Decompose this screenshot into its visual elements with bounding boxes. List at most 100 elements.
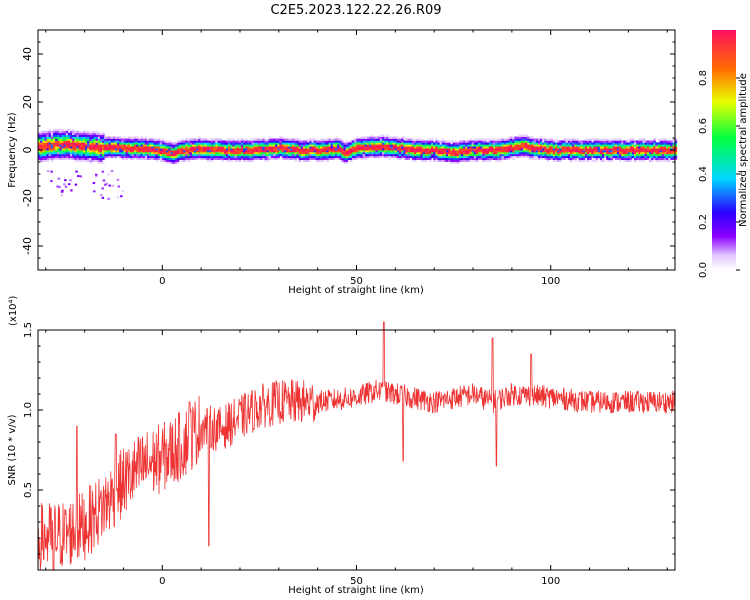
heatmap-cell	[465, 144, 468, 147]
heatmap-cell	[309, 140, 312, 143]
heatmap-cell	[597, 148, 601, 151]
heatmap-cell	[582, 151, 586, 155]
heatmap-cell	[67, 155, 71, 159]
heatmap-cell	[123, 138, 126, 141]
heatmap-cell	[208, 153, 212, 157]
heatmap-cell	[151, 138, 154, 141]
heatmap-cell	[159, 142, 163, 145]
heatmap-cell	[213, 157, 216, 160]
heatmap-cell	[362, 138, 366, 141]
heatmap-cell	[373, 146, 376, 149]
heatmap-cell	[204, 148, 208, 151]
heatmap-cell	[352, 144, 355, 147]
heatmap-cell	[102, 138, 105, 141]
heatmap-cell	[46, 138, 50, 141]
heatmap-cell	[202, 157, 206, 160]
heatmap-cell	[458, 148, 462, 151]
heatmap-cell	[277, 148, 280, 151]
heatmap-cell	[375, 151, 379, 155]
heatmap-cell	[324, 140, 327, 143]
heatmap-cell	[104, 155, 107, 159]
heatmap-cell	[339, 155, 342, 159]
heatmap-cell	[651, 150, 654, 153]
heatmap-cell	[275, 155, 278, 159]
heatmap-cell	[136, 157, 139, 160]
heatmap-cell	[146, 140, 150, 143]
heatmap-cell	[409, 150, 413, 153]
heatmap-cell	[70, 130, 73, 134]
heatmap-cell	[623, 150, 626, 153]
heatmap-cell	[97, 157, 101, 160]
heatmap-cell	[245, 150, 248, 153]
heatmap-cell	[439, 155, 443, 159]
heatmap-cell	[668, 138, 671, 141]
heatmap-cell	[522, 140, 526, 143]
heatmap-cell	[200, 150, 203, 153]
heatmap-cell	[640, 150, 643, 153]
heatmap-cell	[97, 142, 101, 145]
heatmap-cell	[631, 153, 635, 157]
heatmap-cell	[424, 144, 428, 147]
heatmap-cell	[67, 151, 71, 155]
heatmap-cell	[247, 150, 250, 153]
heatmap-cell	[243, 144, 246, 147]
heatmap-cell	[520, 153, 524, 157]
heatmap-cell	[366, 136, 370, 139]
heatmap-cell	[627, 150, 631, 153]
heatmap-cell	[469, 153, 473, 157]
heatmap-cell	[516, 146, 520, 149]
heatmap-cell	[38, 153, 41, 157]
heatmap-cell	[334, 140, 338, 143]
heatmap-cell	[99, 157, 103, 160]
heatmap-cell	[608, 151, 611, 155]
heatmap-cell	[390, 138, 394, 141]
heatmap-cell	[149, 146, 152, 149]
heatmap-cell	[82, 150, 86, 153]
heatmap-cell	[559, 159, 562, 162]
heatmap-cell	[191, 157, 195, 160]
heatmap-cell	[260, 155, 263, 159]
heatmap-cell	[82, 142, 86, 145]
heatmap-cell	[574, 150, 577, 153]
heatmap-cell	[123, 155, 126, 159]
heatmap-cell	[535, 155, 539, 159]
heatmap-cell	[181, 150, 184, 153]
heatmap-cell	[172, 144, 176, 147]
heatmap-cell	[311, 138, 314, 141]
heatmap-cell	[473, 155, 477, 159]
heatmap-cell	[328, 138, 332, 141]
heatmap-cell	[311, 155, 314, 159]
heatmap-cell	[448, 153, 451, 157]
heatmap-cell	[313, 153, 317, 157]
heatmap-cell	[168, 146, 171, 149]
heatmap-cell	[315, 150, 319, 153]
heatmap-cell	[456, 157, 460, 160]
heatmap-cell	[405, 151, 408, 155]
heatmap-cell	[467, 148, 470, 151]
heatmap-cell	[486, 153, 490, 157]
heatmap-cell	[38, 148, 41, 151]
heatmap-cell	[240, 157, 244, 160]
heatmap-cell	[565, 138, 569, 141]
heatmap-cell	[343, 146, 347, 149]
heatmap-cell	[657, 155, 661, 159]
heatmap-cell	[132, 144, 135, 147]
heatmap-cell	[473, 138, 477, 141]
heatmap-cell	[258, 140, 261, 143]
heatmap-cell	[112, 140, 116, 143]
heatmap-cell	[371, 144, 374, 147]
heatmap-cell	[578, 155, 582, 159]
heatmap-cell	[146, 144, 150, 147]
spectrogram-x-label: Height of straight line (km)	[288, 285, 424, 296]
heatmap-cell	[576, 150, 579, 153]
heatmap-cell	[561, 146, 564, 149]
heatmap-cell	[446, 146, 449, 149]
heatmap-cell	[499, 146, 502, 149]
heatmap-cell	[341, 155, 344, 159]
heatmap-cell	[377, 153, 381, 157]
heatmap-cell	[567, 148, 571, 151]
heatmap-cell	[208, 150, 212, 153]
heatmap-cell	[354, 142, 357, 145]
heatmap-cell	[185, 150, 188, 153]
heatmap-cell	[311, 144, 314, 147]
